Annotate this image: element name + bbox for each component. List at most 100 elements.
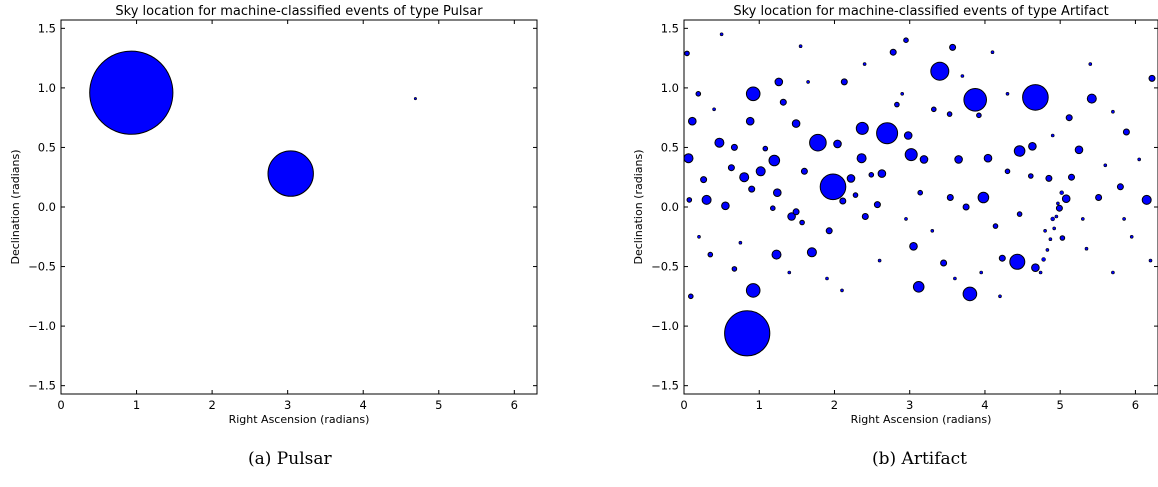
data-point	[1081, 217, 1085, 221]
data-point	[833, 139, 842, 149]
data-point	[992, 223, 999, 229]
x-tick-label: 6	[511, 398, 518, 412]
data-point	[771, 249, 782, 260]
x-tick-label: 3	[284, 398, 291, 412]
data-point	[686, 197, 693, 203]
data-point	[791, 119, 801, 128]
data-point	[904, 217, 908, 221]
data-point	[787, 270, 792, 275]
data-point	[267, 150, 314, 197]
data-point	[1045, 174, 1053, 182]
data-point	[1129, 235, 1134, 239]
data-point	[946, 111, 953, 117]
data-point	[799, 219, 805, 226]
y-tick-label: 1.0	[661, 81, 679, 95]
data-point	[1045, 248, 1050, 252]
data-point	[773, 188, 782, 197]
data-point	[1137, 157, 1141, 162]
data-point	[1054, 214, 1059, 219]
data-point	[1103, 163, 1108, 168]
data-point	[806, 247, 817, 258]
data-point	[998, 294, 1002, 299]
data-point	[745, 86, 761, 102]
data-point	[1052, 226, 1056, 231]
scatter-points	[89, 50, 417, 197]
data-point	[894, 101, 900, 108]
data-point	[755, 166, 766, 177]
data-point	[714, 137, 725, 148]
data-point	[1068, 173, 1075, 181]
data-point	[1043, 229, 1047, 233]
data-point	[917, 189, 924, 196]
data-point	[684, 153, 694, 164]
data-point	[1056, 201, 1060, 206]
data-point	[1059, 235, 1066, 241]
x-tick-label: 1	[133, 398, 140, 412]
data-point	[930, 229, 935, 233]
y-tick-label: −1.5	[28, 379, 56, 393]
x-axis-label: Right Ascension (radians)	[229, 413, 370, 426]
data-point	[1050, 216, 1055, 222]
caption-a: (a) Pulsar	[248, 449, 332, 469]
y-tick-label: 0.5	[38, 140, 56, 154]
data-point	[1041, 257, 1046, 262]
data-point	[931, 106, 937, 113]
data-point	[724, 310, 771, 357]
data-point	[707, 251, 714, 258]
data-point	[688, 116, 697, 126]
data-point	[839, 197, 847, 205]
data-point	[792, 208, 800, 216]
data-point	[1005, 92, 1010, 96]
data-point	[1028, 173, 1034, 179]
data-point	[1022, 84, 1049, 111]
data-point	[731, 266, 738, 272]
data-point	[1038, 270, 1043, 275]
x-tick-label: 1	[756, 398, 763, 412]
x-tick-label: 4	[360, 398, 367, 412]
data-point	[976, 112, 982, 119]
data-point	[856, 153, 867, 164]
data-point	[979, 270, 984, 275]
chart-title: Sky location for machine-classified even…	[115, 4, 483, 19]
data-point	[1122, 217, 1126, 221]
y-tick-label: −1.5	[651, 379, 679, 393]
x-tick-label: 4	[981, 398, 988, 412]
data-point	[1116, 183, 1124, 191]
x-axis-label: Right Ascension (radians)	[851, 413, 992, 426]
data-point	[1028, 142, 1037, 151]
data-point	[862, 62, 867, 66]
y-tick-label: −1.0	[28, 319, 56, 333]
data-point	[770, 205, 776, 211]
data-point	[745, 116, 755, 126]
data-point	[712, 107, 716, 112]
data-point	[774, 77, 784, 87]
data-point	[868, 172, 875, 178]
caption-b: (b) Artifact	[872, 449, 968, 469]
data-point	[806, 80, 810, 84]
data-point	[719, 32, 724, 37]
data-point	[1111, 270, 1115, 275]
data-point	[787, 212, 796, 221]
x-tick-label: 5	[1057, 398, 1064, 412]
data-point	[998, 254, 1006, 262]
data-point	[852, 192, 859, 198]
artifact-chart: 0 1 2 3 4 5 6 −1.5 −1.0 −0.5 0.0 0.5 1.0 1.5 Sky loc…	[632, 4, 1158, 426]
data-point	[962, 286, 978, 302]
y-tick-label: 0.0	[661, 200, 679, 214]
data-point	[730, 143, 738, 151]
data-point	[798, 44, 803, 49]
data-point	[1061, 194, 1071, 203]
data-point	[762, 145, 769, 152]
data-point	[977, 191, 990, 204]
x-tick-label: 2	[831, 398, 838, 412]
x-tick-label: 0	[680, 398, 687, 412]
data-point	[1004, 168, 1011, 175]
data-point	[1148, 258, 1153, 263]
data-point	[1141, 194, 1152, 205]
x-tick-label: 6	[1132, 398, 1139, 412]
data-point	[900, 92, 905, 96]
data-point	[695, 91, 702, 97]
data-point	[954, 155, 963, 164]
data-point	[903, 131, 913, 140]
